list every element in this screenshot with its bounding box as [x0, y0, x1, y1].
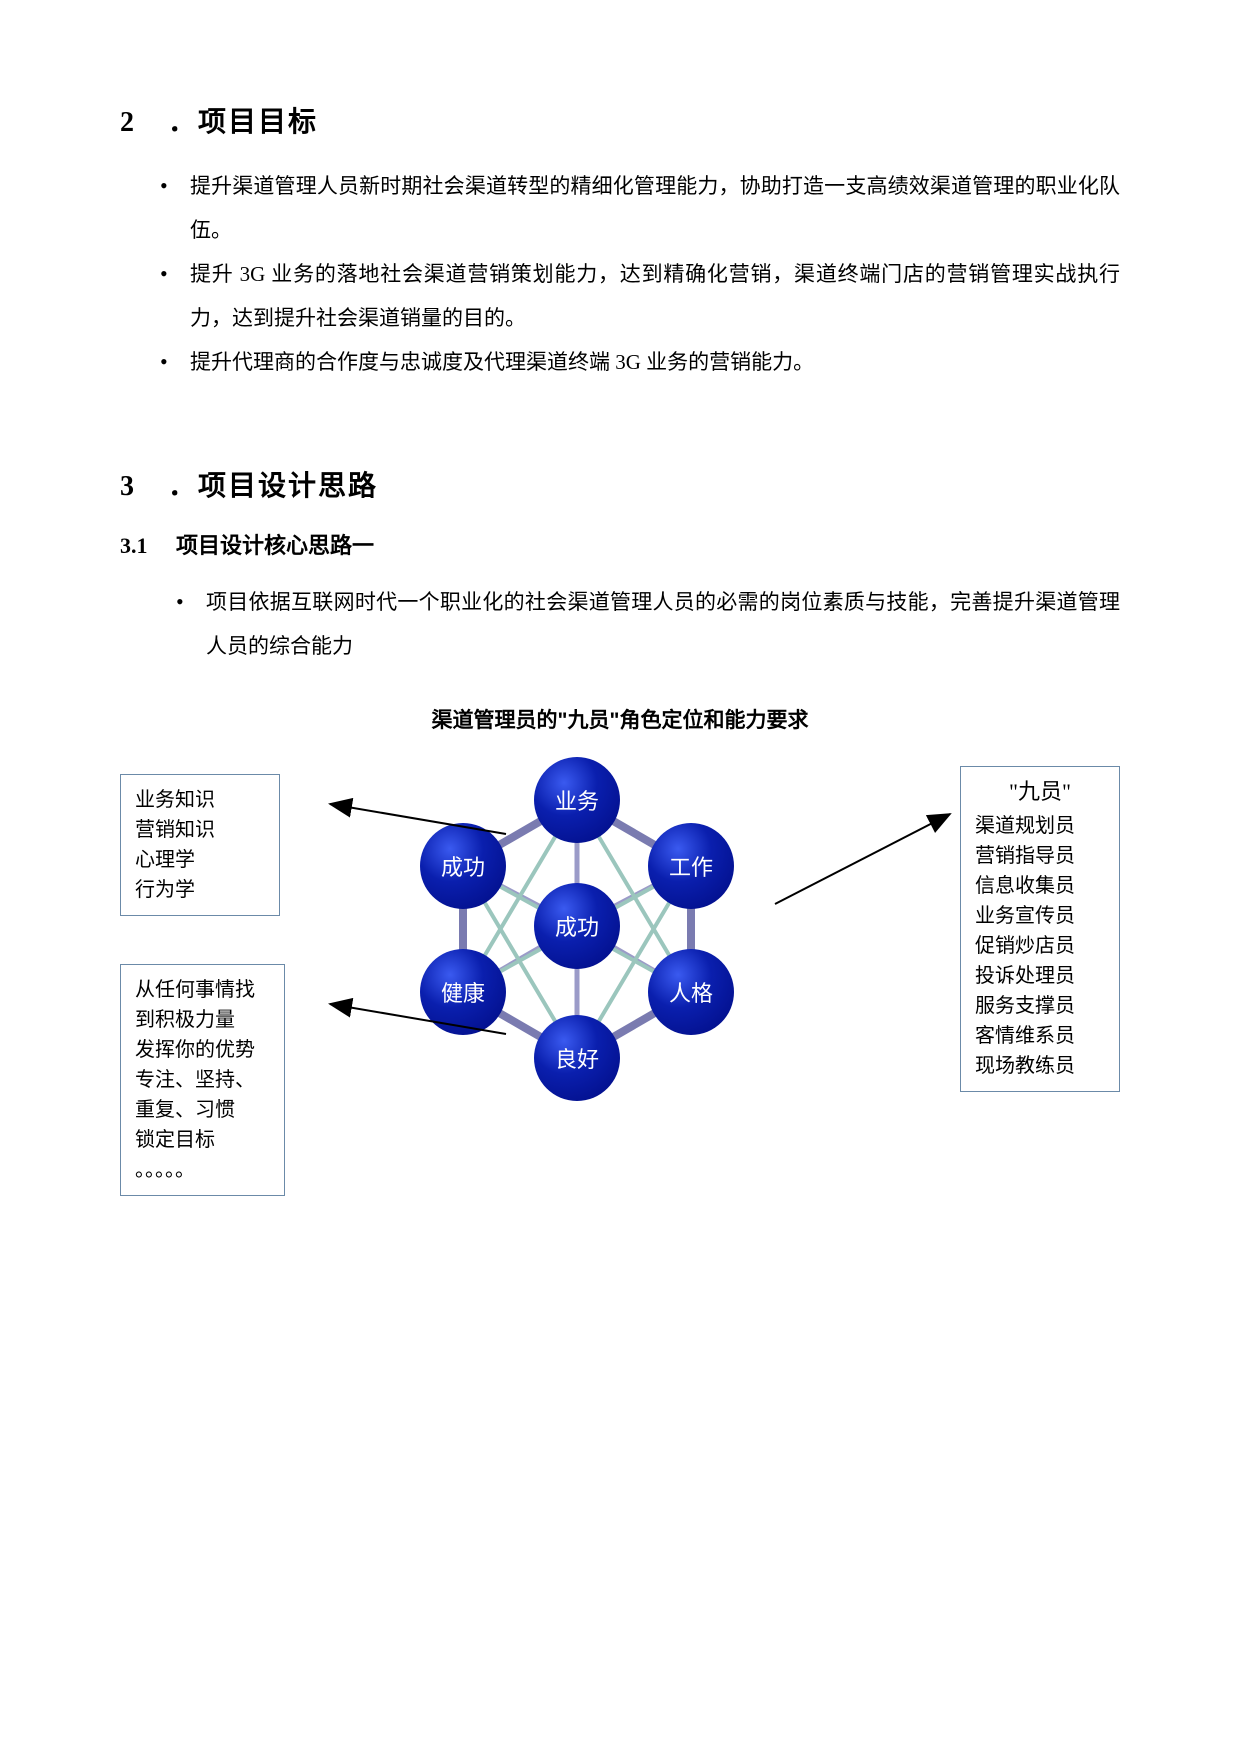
- section-3-1-bullets: 项目依据互联网时代一个职业化的社会渠道管理人员的必需的岗位素质与技能，完善提升渠…: [176, 580, 1120, 668]
- section-3-heading: 3．项目设计思路: [120, 464, 1120, 504]
- bullet-item: 提升代理商的合作度与忠诚度及代理渠道终端 3G 业务的营销能力。: [160, 340, 1120, 384]
- bullet-item: 项目依据互联网时代一个职业化的社会渠道管理人员的必需的岗位素质与技能，完善提升渠…: [176, 580, 1120, 668]
- section-2-title: ．项目目标: [168, 107, 318, 138]
- diagram-title: 渠道管理员的"九员"角色定位和能力要求: [120, 704, 1120, 734]
- section-3-title: ．项目设计思路: [168, 471, 378, 502]
- diagram-arrows: [120, 754, 1120, 1184]
- section-2-number: 2: [120, 107, 168, 139]
- bullet-item: 提升渠道管理人员新时期社会渠道转型的精细化管理能力，协助打造一支高绩效渠道管理的…: [160, 164, 1120, 252]
- section-3-1-number: 3.1: [120, 533, 176, 559]
- section-2-bullets: 提升渠道管理人员新时期社会渠道转型的精细化管理能力，协助打造一支高绩效渠道管理的…: [160, 164, 1120, 384]
- bullet-item: 提升 3G 业务的落地社会渠道营销策划能力，达到精确化营销，渠道终端门店的营销管…: [160, 252, 1120, 340]
- section-3-1-subheading: 3.1项目设计核心思路一: [120, 528, 1120, 560]
- section-3-1-title: 项目设计核心思路一: [176, 533, 374, 558]
- diagram-area: 业务知识营销知识心理学行为学 从任何事情找到积极力量发挥你的优势专注、坚持、重复…: [120, 754, 1120, 1184]
- section-2-heading: 2．项目目标: [120, 100, 1120, 140]
- section-3-number: 3: [120, 471, 168, 503]
